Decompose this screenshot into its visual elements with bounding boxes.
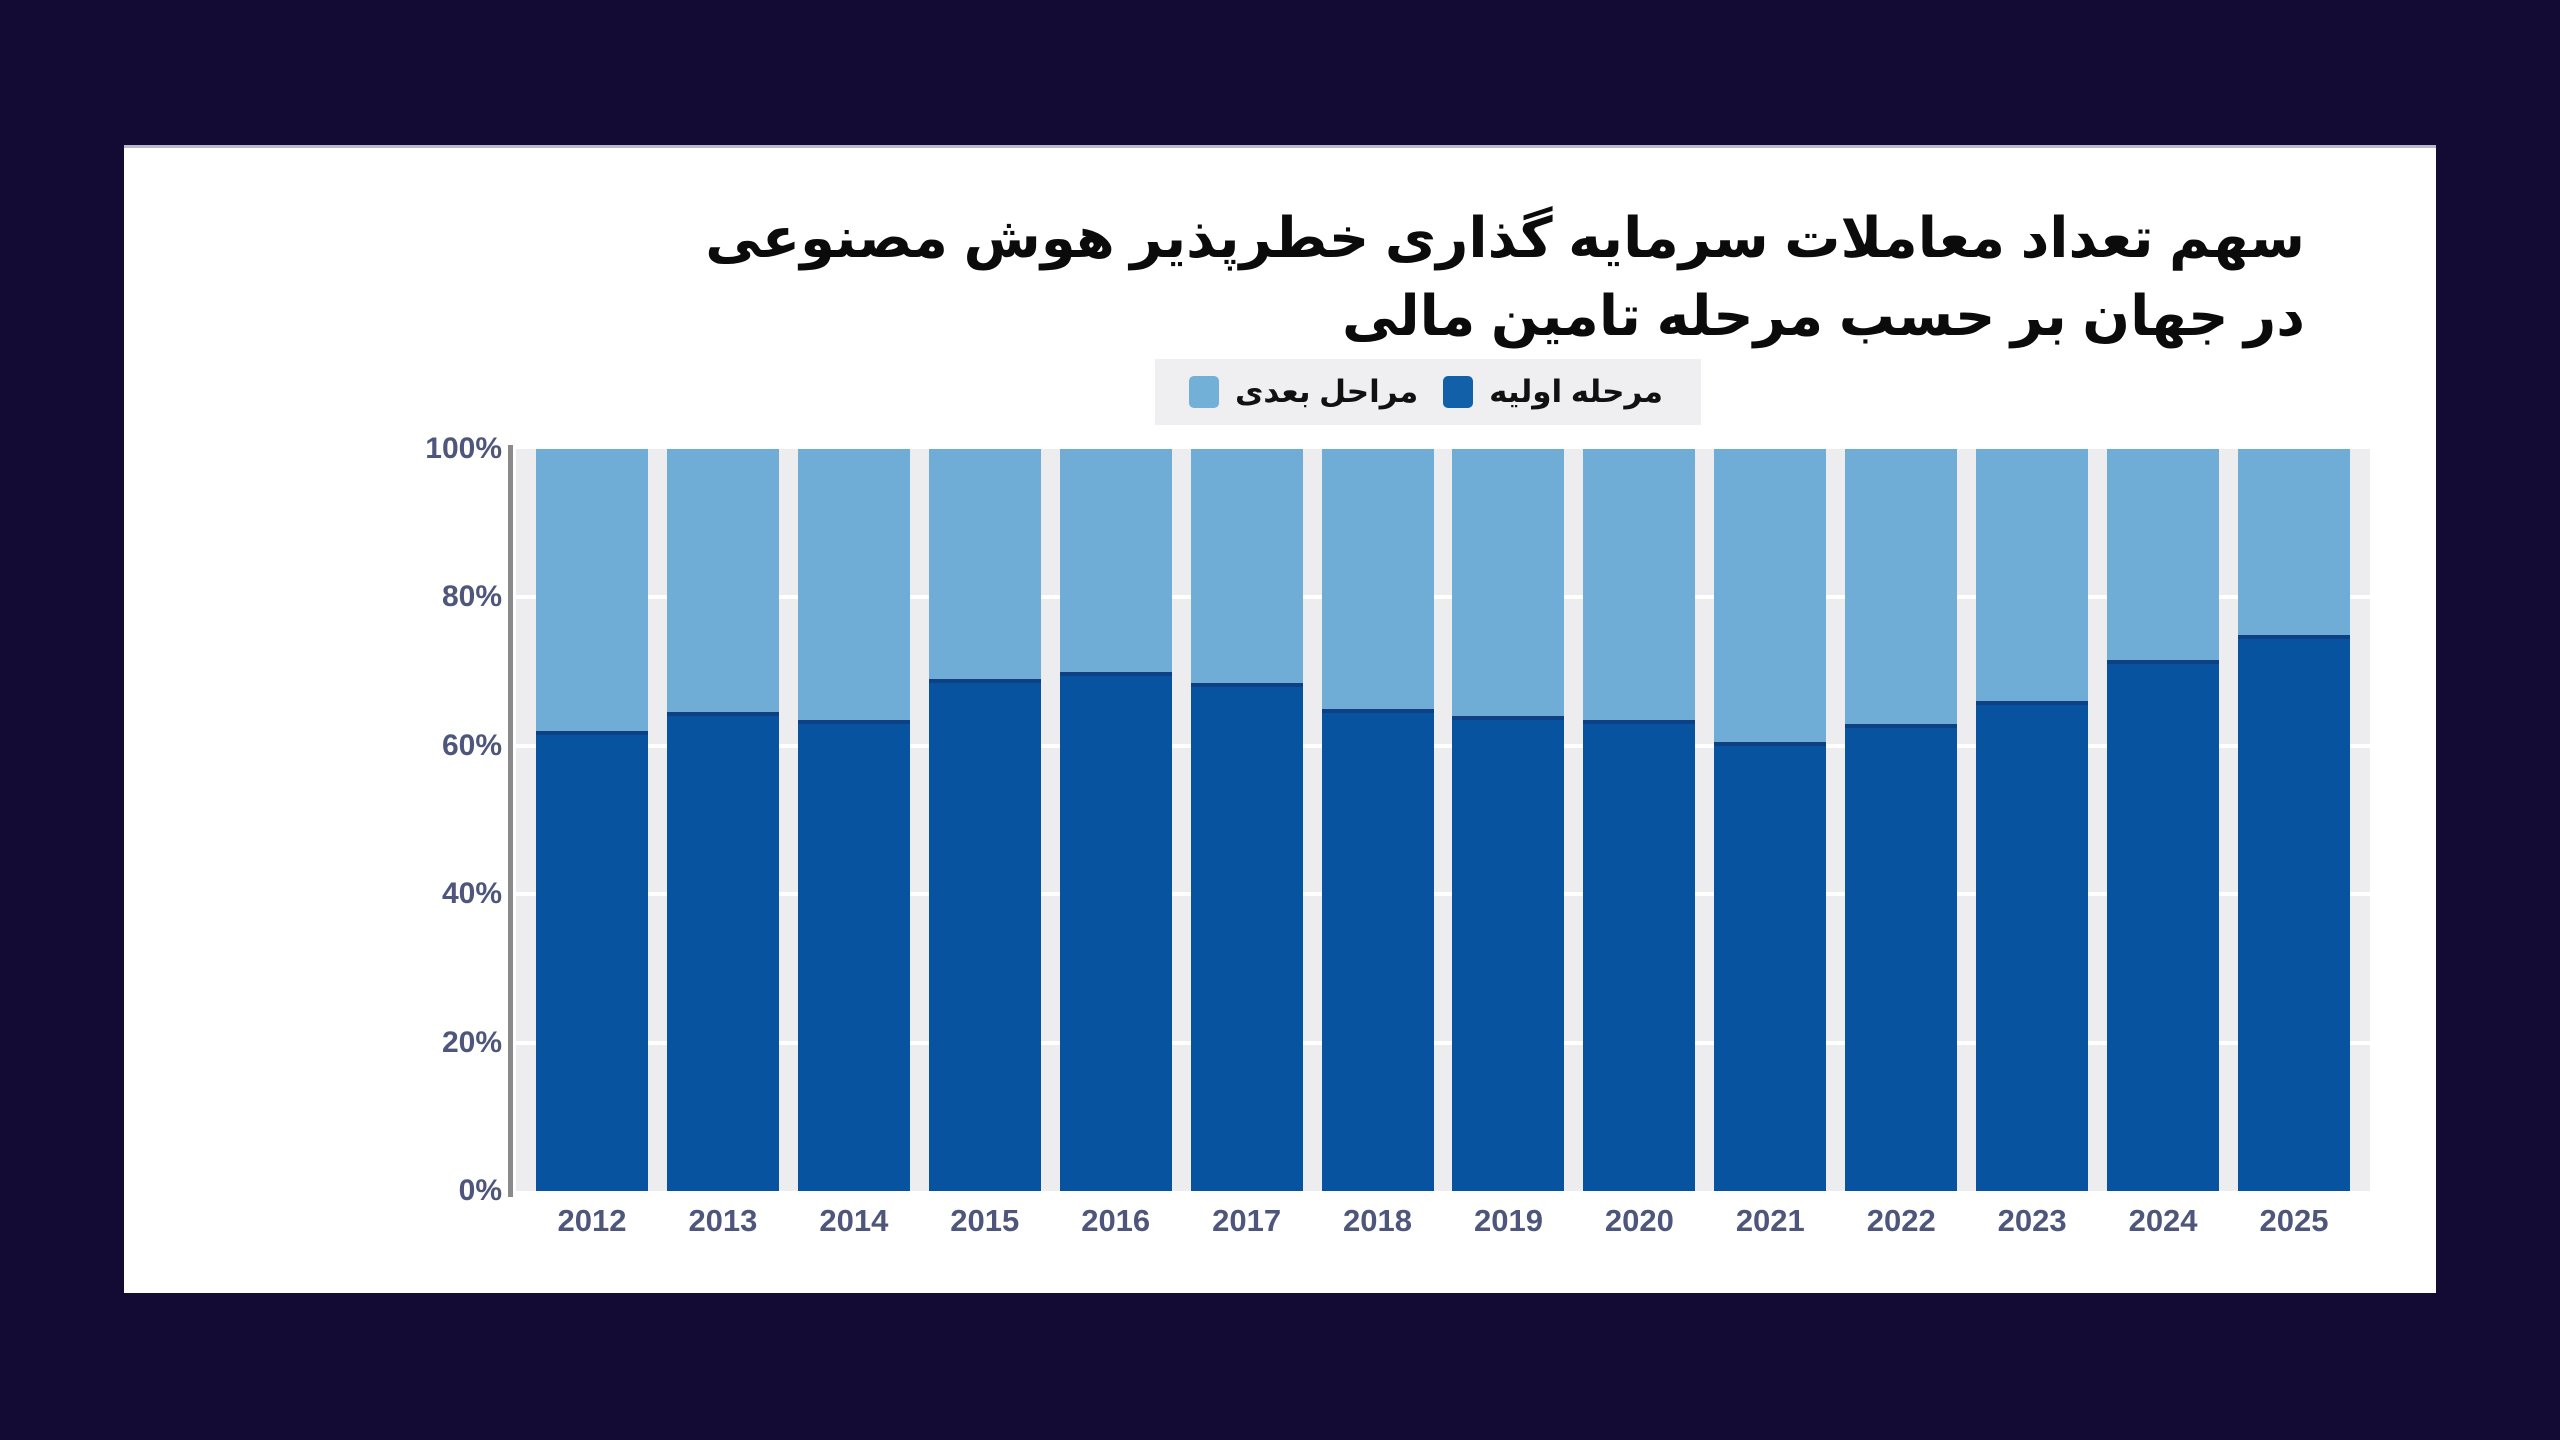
bar-segment-later-stages-2016[interactable] — [1059, 449, 1172, 672]
legend-item-later-stages[interactable]: مراحل بعدی — [1189, 374, 1418, 410]
gridline-40 — [516, 892, 2370, 897]
x-axis-label-2024: 2024 — [2128, 1203, 2198, 1238]
bar-column-2021[interactable]: 2021 — [1714, 449, 1827, 1238]
bar-column-2024[interactable]: 2024 — [2107, 449, 2220, 1238]
bar-segment-initial-stage-2020[interactable] — [1583, 719, 1696, 1191]
x-axis-label-2019: 2019 — [1473, 1203, 1543, 1238]
bar-segment-initial-stage-2019[interactable] — [1452, 716, 1565, 1191]
bar-segment-later-stages-2017[interactable] — [1190, 449, 1303, 683]
gridline-60 — [516, 743, 2370, 748]
legend-label-later-stages: مراحل بعدی — [1235, 374, 1419, 409]
bar-segment-later-stages-2013[interactable] — [666, 449, 779, 713]
x-axis-label-2012: 2012 — [557, 1203, 627, 1238]
x-axis-label-2018: 2018 — [1343, 1203, 1413, 1238]
bar-segment-initial-stage-2021[interactable] — [1714, 742, 1827, 1191]
bar-segment-initial-stage-2022[interactable] — [1845, 723, 1958, 1191]
bar-segment-initial-stage-2024[interactable] — [2107, 660, 2220, 1191]
bar-segment-later-stages-2014[interactable] — [797, 449, 910, 720]
chart-legend: مراحل بعدی مرحله اولیه — [1155, 359, 1701, 425]
bar-column-2017[interactable]: 2017 — [1190, 449, 1303, 1238]
x-axis-label-2022: 2022 — [1866, 1203, 1936, 1238]
bar-segment-initial-stage-2025[interactable] — [2237, 634, 2350, 1191]
chart-title-line1: سهم تعداد معاملات سرمایه گذاری خطرپذیر ه… — [705, 206, 2305, 269]
bars-row: 2012 2013 2014 2015 2016 2017 2018 2019 2020 2021… — [516, 449, 2370, 1238]
y-axis-label-80: 80% — [441, 580, 502, 614]
bar-segment-initial-stage-2016[interactable] — [1059, 671, 1172, 1191]
bar-column-2014[interactable]: 2014 — [797, 449, 910, 1238]
legend-item-initial-stage[interactable]: مرحله اولیه — [1443, 374, 1663, 410]
later-stages-swatch-icon — [1189, 376, 1219, 408]
x-axis-label-2023: 2023 — [1997, 1203, 2067, 1238]
y-axis-line — [508, 445, 513, 1197]
y-axis-label-0: 0% — [458, 1174, 502, 1207]
x-axis-label-2017: 2017 — [1212, 1203, 1282, 1238]
bar-column-2013[interactable]: 2013 — [666, 449, 779, 1238]
x-axis-label-2013: 2013 — [688, 1203, 758, 1238]
chart-card: سهم تعداد معاملات سرمایه گذاری خطرپذیر ه… — [124, 145, 2436, 1293]
bar-segment-initial-stage-2018[interactable] — [1321, 708, 1434, 1191]
bar-segment-later-stages-2012[interactable] — [536, 449, 648, 731]
y-axis-label-20: 20% — [441, 1025, 502, 1059]
bar-segment-initial-stage-2023[interactable] — [1976, 701, 2089, 1191]
x-axis-label-2014: 2014 — [819, 1203, 889, 1238]
chart-title-line2: در جهان بر حسب مرحله تامین مالی — [1341, 284, 2305, 347]
bar-segment-later-stages-2018[interactable] — [1321, 449, 1434, 709]
bar-column-2023[interactable]: 2023 — [1976, 449, 2089, 1238]
x-axis-label-2025: 2025 — [2259, 1203, 2329, 1238]
bar-segment-initial-stage-2012[interactable] — [536, 730, 648, 1191]
gridline-80 — [516, 595, 2370, 600]
bar-segment-later-stages-2020[interactable] — [1583, 449, 1696, 720]
bar-segment-later-stages-2021[interactable] — [1714, 449, 1827, 743]
legend-label-initial-stage: مرحله اولیه — [1489, 374, 1663, 409]
bar-column-2018[interactable]: 2018 — [1321, 449, 1434, 1238]
bar-column-2025[interactable]: 2025 — [2237, 449, 2350, 1238]
gridline-20 — [516, 1040, 2370, 1045]
bar-segment-initial-stage-2013[interactable] — [666, 712, 779, 1191]
bar-segment-later-stages-2022[interactable] — [1845, 449, 1958, 724]
x-axis-label-2016: 2016 — [1081, 1203, 1151, 1238]
bar-segment-later-stages-2015[interactable] — [928, 449, 1041, 680]
bar-segment-initial-stage-2014[interactable] — [797, 719, 910, 1191]
x-axis-label-2021: 2021 — [1735, 1203, 1805, 1238]
bar-segment-initial-stage-2015[interactable] — [928, 679, 1041, 1191]
plot-area: 2012 2013 2014 2015 2016 2017 2018 2019 2020 2021… — [516, 449, 2370, 1238]
bar-segment-later-stages-2025[interactable] — [2237, 449, 2350, 635]
bar-column-2020[interactable]: 2020 — [1583, 449, 1696, 1238]
bar-segment-later-stages-2023[interactable] — [1976, 449, 2089, 702]
bar-column-2012[interactable]: 2012 — [536, 449, 648, 1238]
bar-column-2015[interactable]: 2015 — [928, 449, 1041, 1238]
y-axis-label-60: 60% — [441, 728, 502, 762]
plot-area-wrapper: 2012 2013 2014 2015 2016 2017 2018 2019 2020 2021… — [425, 433, 2370, 1238]
bar-segment-later-stages-2024[interactable] — [2107, 449, 2220, 661]
x-axis-label-2015: 2015 — [950, 1203, 1020, 1238]
bar-segment-initial-stage-2017[interactable] — [1190, 682, 1303, 1191]
bar-column-2019[interactable]: 2019 — [1452, 449, 1565, 1238]
bar-column-2016[interactable]: 2016 — [1059, 449, 1172, 1238]
bar-column-2022[interactable]: 2022 — [1845, 449, 1958, 1238]
y-axis-label-100: 100% — [425, 432, 502, 465]
initial-stage-swatch-icon — [1443, 376, 1474, 408]
y-axis-label-40: 40% — [441, 877, 502, 911]
x-axis-label-2020: 2020 — [1604, 1203, 1674, 1238]
bar-segment-later-stages-2019[interactable] — [1452, 449, 1565, 717]
